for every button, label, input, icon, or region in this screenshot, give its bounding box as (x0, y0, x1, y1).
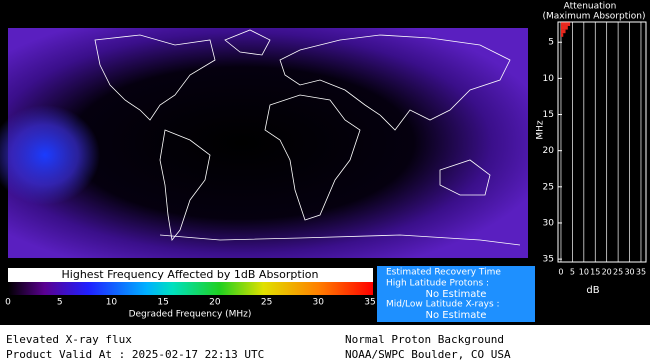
footer-text: Normal Proton Background (345, 333, 504, 346)
x-tick-label: 25 (613, 268, 623, 277)
recovery-high-value: No Estimate (426, 289, 487, 300)
x-tick-label: 15 (590, 268, 600, 277)
y-tick-label: 25 (543, 182, 554, 192)
colorbar-tick-label: 25 (261, 298, 272, 308)
recovery-title: Estimated Recovery Time (386, 268, 501, 278)
recovery-mid-label: Mid/Low Latitude X-rays : (386, 300, 500, 310)
colorbar-tick-label: 30 (313, 298, 325, 308)
colorbar-title-box (8, 268, 373, 282)
footer-text: Product Valid At : 2025-02-17 22:13 UTC (6, 348, 264, 361)
footer-text: Elevated X-ray flux (6, 333, 132, 346)
attenuation-subtitle: (Maximum Absorption) (543, 12, 646, 22)
y-tick-label: 20 (543, 146, 555, 156)
attenuation-bar (560, 33, 564, 37)
x-tick-label: 5 (570, 268, 575, 277)
x-tick-label: 10 (579, 268, 589, 277)
x-tick-label: 0 (558, 268, 563, 277)
attenuation-bar (560, 22, 571, 26)
x-tick-label: 35 (636, 268, 646, 277)
colorbar-tick-label: 10 (106, 298, 118, 308)
y-tick-label: 35 (543, 255, 554, 265)
recovery-mid-value: No Estimate (426, 310, 487, 321)
attenuation-bar (560, 29, 566, 34)
y-tick-label: 15 (543, 110, 554, 120)
colorbar-label: Degraded Frequency (MHz) (129, 310, 252, 320)
colorbar-tick-label: 5 (57, 298, 63, 308)
y-tick-label: 10 (543, 74, 555, 84)
recovery-high-label: High Latitude Protons : (386, 279, 489, 289)
y-axis-label: MHz (536, 120, 546, 140)
colorbar-tick-label: 20 (209, 298, 221, 308)
recovery-box: Estimated Recovery Time High Latitude Pr… (377, 266, 535, 322)
attenuation-title: Attenuation (564, 2, 617, 12)
y-tick-label: 30 (543, 218, 555, 228)
map (0, 28, 528, 258)
x-tick-label: 20 (602, 268, 612, 277)
colorbar (8, 282, 373, 295)
colorbar-title: Highest Frequency Affected by 1dB Absorp… (62, 268, 319, 281)
colorbar-tick-label: 15 (157, 298, 168, 308)
colorbar-tick-label: 35 (364, 298, 375, 308)
colorbar-tick-label: 0 (5, 298, 11, 308)
footer-text: NOAA/SWPC Boulder, CO USA (345, 348, 511, 361)
attenuation-frame (557, 21, 647, 263)
x-tick-label: 30 (624, 268, 634, 277)
x-axis-label: dB (586, 285, 599, 296)
attenuation-bar (560, 25, 568, 30)
y-tick-label: 5 (548, 38, 554, 48)
